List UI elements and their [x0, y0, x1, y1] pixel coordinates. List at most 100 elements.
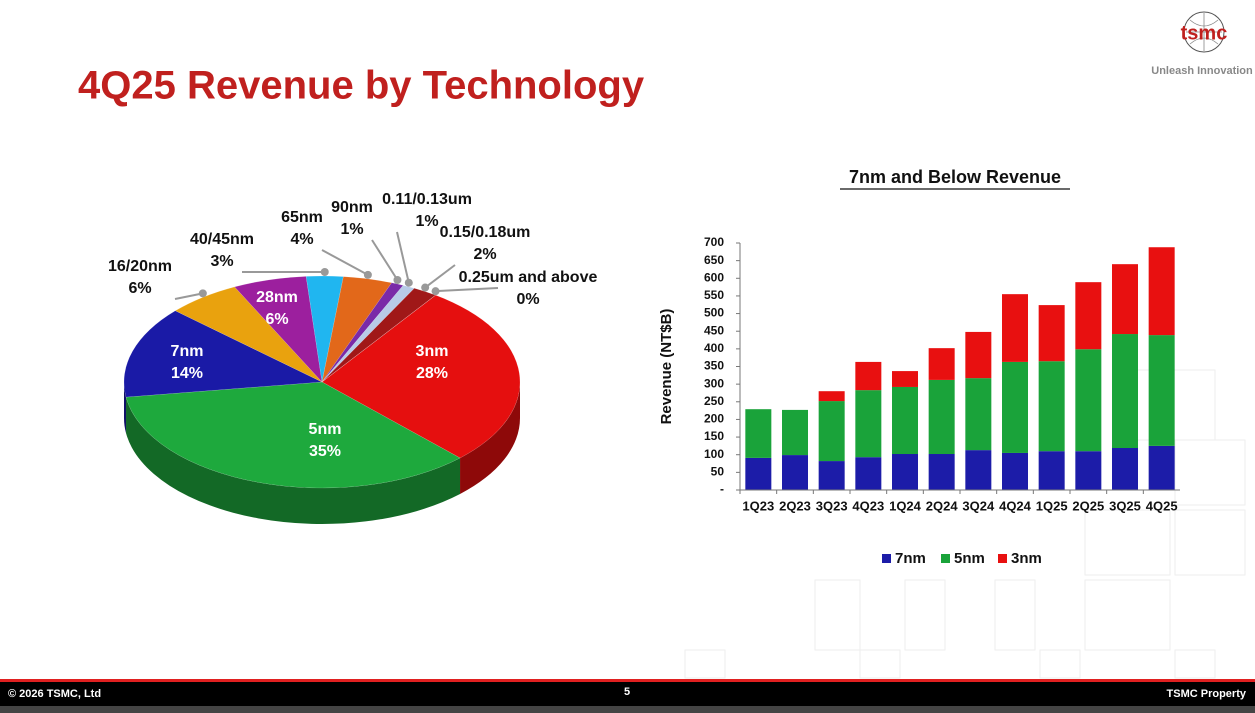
- y-tick-label: -: [720, 482, 724, 496]
- pie-chart: 3nm 28% 5nm 35% 7nm 14% 16/20nm 6% 28nm 6% 40/45nm…: [108, 191, 597, 524]
- bar-segment: [928, 348, 955, 380]
- bar-segment: [1002, 294, 1028, 362]
- chart-title: 7nm and Below Revenue: [849, 167, 1061, 187]
- bar-segment: [782, 409, 808, 456]
- bar-segment: [1148, 335, 1175, 446]
- bar-segment: [855, 390, 882, 458]
- bar-segment: [1112, 448, 1138, 490]
- leader-line: [435, 287, 499, 293]
- bar-segment: [965, 450, 992, 490]
- pie-slice: [234, 276, 323, 383]
- leader-line: [174, 292, 204, 300]
- bar-segment: [818, 391, 845, 402]
- pie-slice: [125, 381, 461, 489]
- bar-chart: 7nm and Below Revenue Revenue (NT$B) - 50 10…: [658, 167, 1180, 567]
- leader-line: [321, 249, 369, 276]
- pie-slice: [321, 294, 436, 383]
- y-tick-label: 550: [704, 288, 724, 302]
- pie-category-label: 7nm: [171, 343, 204, 360]
- pie-value-label: 0%: [516, 291, 539, 308]
- y-tick-label: 600: [704, 270, 724, 284]
- pie-category-label: 3nm: [416, 343, 449, 360]
- pie-slice: [321, 294, 521, 459]
- bar-segment: [1112, 334, 1138, 449]
- pie-category-label: 5nm: [309, 421, 342, 438]
- x-tick-label: 2Q23: [779, 498, 811, 513]
- leader-dot: [320, 268, 329, 277]
- footer-page: 5: [624, 686, 630, 698]
- bar-segment: [965, 331, 992, 379]
- leader-dot: [363, 270, 372, 279]
- leader-line: [396, 231, 410, 283]
- pie-side: [126, 397, 461, 524]
- bar-segment: [1075, 282, 1102, 350]
- leader-dot: [431, 287, 440, 296]
- pie-value-label: 4%: [290, 231, 313, 248]
- logo-text: tsmc: [1181, 22, 1228, 44]
- pie-category-label: 16/20nm: [108, 258, 172, 275]
- x-tick-label: 4Q25: [1146, 498, 1178, 513]
- bar-segment: [1038, 305, 1065, 362]
- leader-dot: [421, 283, 430, 292]
- footer-bar: [0, 682, 1255, 706]
- pie-category-label: 28nm: [256, 289, 298, 306]
- y-tick-label: 650: [704, 253, 724, 267]
- y-tick-label: 450: [704, 323, 724, 337]
- bar-segment: [1112, 264, 1138, 335]
- logo: tsmc Unleash Innovation: [1151, 11, 1253, 77]
- logo-tagline: Unleash Innovation: [1151, 65, 1253, 77]
- bar-segment: [1038, 451, 1065, 490]
- pie-category-label: 40/45nm: [190, 231, 254, 248]
- x-tick-label: 3Q23: [816, 498, 848, 513]
- pie-slice: [174, 286, 323, 383]
- pie-side: [460, 382, 520, 494]
- bar-segment: [1002, 452, 1028, 490]
- y-tick-label: 50: [711, 465, 725, 479]
- bar-segment: [1002, 361, 1028, 453]
- x-tick-label: 1Q25: [1036, 498, 1068, 513]
- x-tick-label: 2Q24: [926, 498, 959, 513]
- legend-label: 7nm: [895, 550, 926, 567]
- footer-rule: [0, 679, 1255, 682]
- leader-line: [371, 239, 399, 281]
- footer-copyright: © 2026 TSMC, Ltd: [8, 688, 101, 700]
- leader-dot: [393, 275, 402, 284]
- pie-slice: [123, 310, 323, 398]
- y-tick-label: 700: [704, 235, 724, 249]
- bar-segment: [855, 361, 882, 391]
- bar-segment: [1148, 247, 1175, 336]
- y-tick-label: 300: [704, 376, 724, 390]
- legend-label: 5nm: [954, 550, 985, 567]
- bar-segment: [1148, 445, 1175, 490]
- y-tick-label: 100: [704, 447, 724, 461]
- pie-value-label: 2%: [473, 246, 496, 263]
- background-tiles: [684, 369, 1246, 679]
- leader-line: [424, 264, 456, 289]
- pie-value-label: 14%: [171, 365, 203, 382]
- y-tick-label: 150: [704, 429, 724, 443]
- bar-segment: [892, 454, 918, 490]
- legend-swatch: [998, 554, 1007, 563]
- bar-segment: [745, 457, 772, 490]
- legend-label: 3nm: [1011, 550, 1042, 567]
- bar-segment: [892, 371, 918, 387]
- pie-value-label: 6%: [128, 280, 151, 297]
- x-tick-label: 3Q24: [962, 498, 995, 513]
- slide-title: 4Q25 Revenue by Technology: [78, 64, 645, 108]
- y-axis-label: Revenue (NT$B): [658, 309, 675, 425]
- leader-dot: [404, 278, 413, 287]
- x-tick-label: 1Q24: [889, 498, 922, 513]
- pie-value-label: 28%: [416, 365, 448, 382]
- footer-edge: [0, 706, 1255, 713]
- bar-segment: [928, 454, 955, 490]
- x-tick-label: 4Q23: [852, 498, 884, 513]
- pie-value-label: 1%: [340, 221, 363, 238]
- pie-value-label: 35%: [309, 443, 341, 460]
- legend-swatch: [882, 554, 891, 563]
- footer-property: TSMC Property: [1167, 688, 1247, 700]
- pie-category-label: 0.25um and above: [459, 269, 598, 286]
- bar-segment: [818, 461, 845, 490]
- y-tick-label: 200: [704, 412, 724, 426]
- pie-value-label: 3%: [210, 253, 233, 270]
